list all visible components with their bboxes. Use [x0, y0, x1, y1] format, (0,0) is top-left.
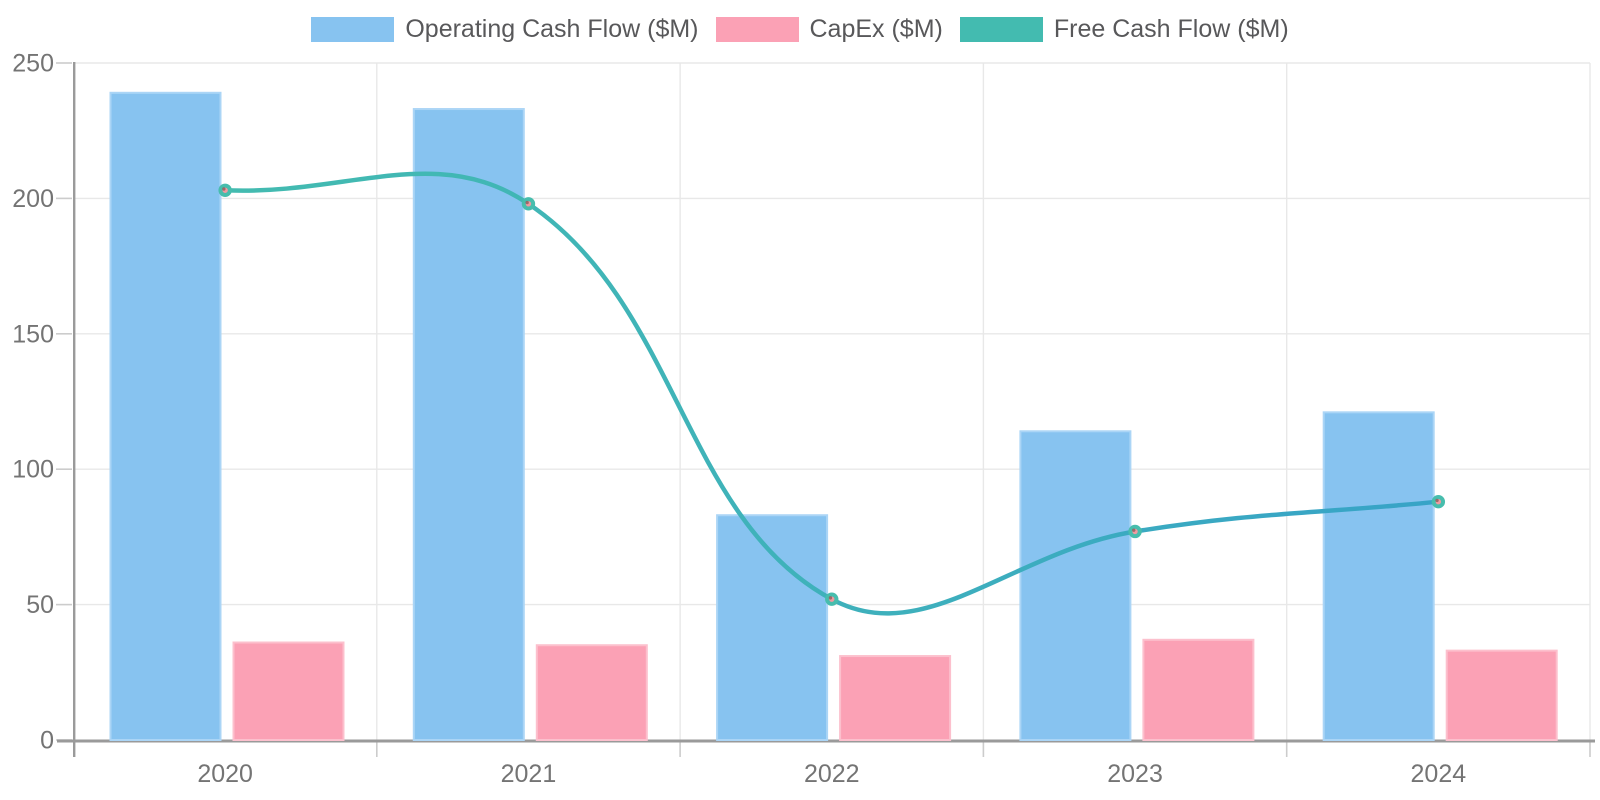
- legend-swatch-operating-cash-flow-icon: [311, 17, 395, 42]
- bar-capex-m-2023[interactable]: [1142, 638, 1255, 742]
- x-axis-labels: 2020 2021 2022 2023 2024: [197, 760, 1466, 788]
- legend-label-operating-cash-flow: Operating Cash Flow ($M): [405, 15, 699, 43]
- y-axis-labels: 0 50 100 150 200 250: [12, 50, 54, 755]
- x-axis-label-2022: 2022: [804, 760, 860, 788]
- bar-capex-m-2021[interactable]: [535, 644, 648, 741]
- bar-capex-m-2024[interactable]: [1445, 649, 1558, 741]
- y-axis-label-200: 200: [12, 185, 54, 213]
- x-axis-label-2023: 2023: [1107, 760, 1163, 788]
- legend-item-operating-cash-flow[interactable]: Operating Cash Flow ($M): [311, 15, 699, 43]
- point-dot-icon: [1132, 528, 1136, 532]
- y-axis-label-150: 150: [12, 320, 54, 348]
- legend-label-free-cash-flow: Free Cash Flow ($M): [1053, 15, 1289, 43]
- point-dot-icon: [1435, 498, 1439, 503]
- point-free-cash-flow-m-2022[interactable]: [825, 592, 839, 606]
- bar-operating-cash-flow-m-2023[interactable]: [1019, 430, 1132, 741]
- point-free-cash-flow-m-2021[interactable]: [521, 197, 536, 211]
- legend-item-free-cash-flow[interactable]: Free Cash Flow ($M): [959, 15, 1289, 43]
- legend-swatch-capex-icon: [715, 17, 799, 42]
- y-axis-label-250: 250: [12, 50, 54, 78]
- bar-operating-cash-flow-m-2024[interactable]: [1322, 411, 1435, 741]
- legend-label-capex: CapEx ($M): [809, 15, 943, 43]
- line-markers: [218, 183, 1446, 606]
- bars: [109, 91, 1558, 742]
- bar-capex-m-2022[interactable]: [839, 655, 952, 741]
- x-axis-label-2020: 2020: [197, 760, 253, 788]
- y-axis-label-50: 50: [26, 591, 54, 619]
- y-axis-label-0: 0: [40, 727, 54, 755]
- legend-swatch-free-cash-flow-icon: [959, 17, 1043, 42]
- chart-legend: Operating Cash Flow ($M) CapEx ($M) Free…: [0, 17, 1600, 42]
- bar-operating-cash-flow-m-2022[interactable]: [716, 514, 829, 742]
- bar-operating-cash-flow-m-2021[interactable]: [412, 108, 525, 741]
- legend-item-capex[interactable]: CapEx ($M): [715, 15, 943, 43]
- line-series: [222, 171, 1441, 616]
- x-axis-label-2024: 2024: [1411, 760, 1467, 788]
- point-dot-icon: [222, 187, 226, 191]
- line-free-cash-flow-m: [222, 171, 1441, 616]
- point-dot-icon: [525, 200, 529, 205]
- point-dot-icon: [828, 596, 833, 600]
- bar-capex-m-2020[interactable]: [232, 641, 345, 742]
- x-axis-label-2021: 2021: [501, 760, 557, 788]
- y-axis-label-100: 100: [12, 456, 54, 484]
- point-free-cash-flow-m-2023[interactable]: [1128, 524, 1142, 539]
- point-free-cash-flow-m-2020[interactable]: [218, 183, 232, 197]
- bar-operating-cash-flow-m-2020[interactable]: [109, 91, 222, 741]
- point-free-cash-flow-m-2024[interactable]: [1431, 494, 1446, 509]
